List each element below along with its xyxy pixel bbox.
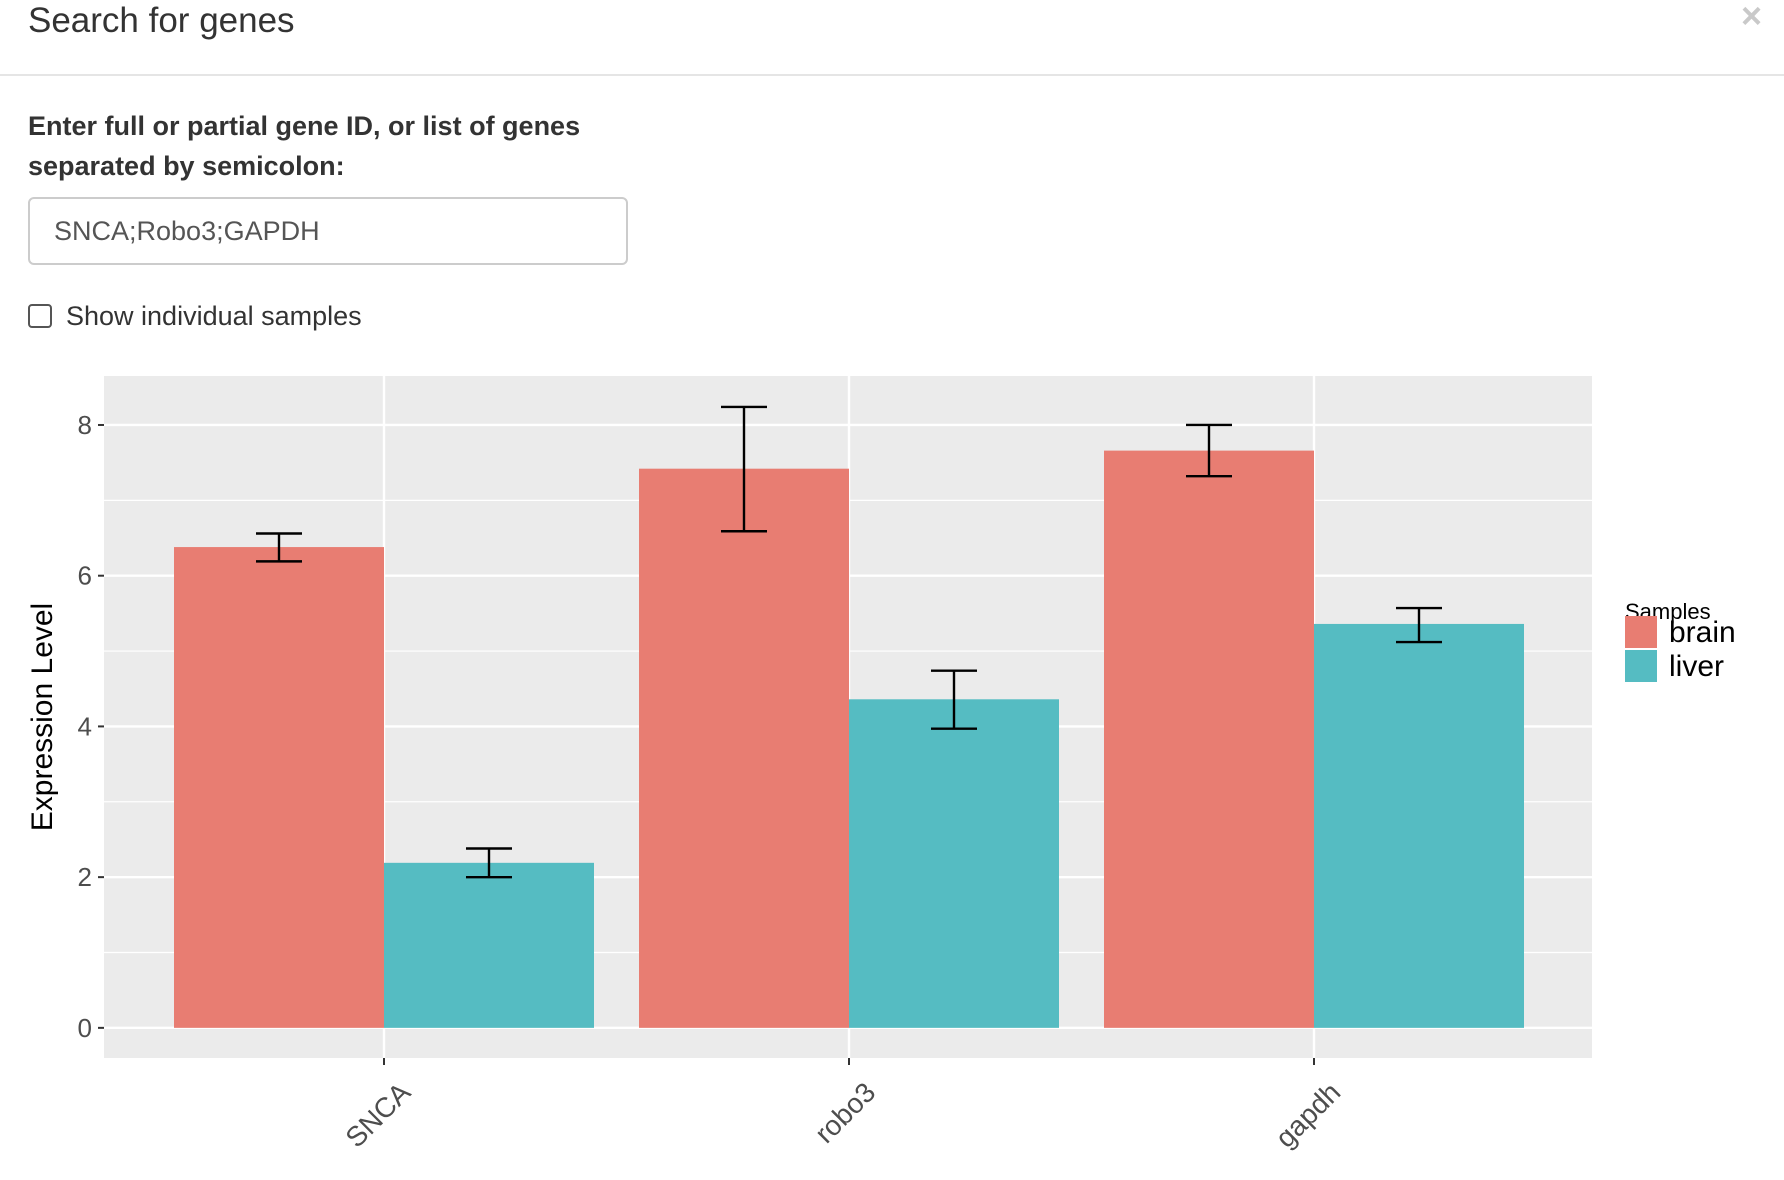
show-samples-row: Show individual samples	[28, 296, 362, 336]
bar-liver-gapdh	[1314, 623, 1524, 1028]
show-individual-samples-checkbox[interactable]	[28, 304, 52, 328]
x-tick-label: SNCA	[339, 1076, 416, 1153]
bar-brain-SNCA	[174, 547, 384, 1028]
bar-liver-robo3	[849, 699, 1059, 1028]
y-tick-label: 0	[78, 1013, 92, 1043]
x-tick-label: robo3	[809, 1076, 882, 1149]
bar-brain-gapdh	[1104, 450, 1314, 1028]
legend-label-liver: liver	[1669, 650, 1724, 683]
show-individual-samples-label: Show individual samples	[66, 300, 362, 331]
y-tick-label: 4	[78, 711, 92, 741]
y-tick-label: 2	[78, 862, 92, 892]
x-tick-label: gapdh	[1269, 1076, 1346, 1153]
close-icon[interactable]: ×	[1740, 0, 1762, 36]
legend-swatch-liver	[1625, 650, 1657, 682]
modal-header: Search for genes ×	[0, 0, 1784, 76]
modal-title: Search for genes	[28, 1, 295, 40]
gene-id-label: Enter full or partial gene ID, or list o…	[28, 111, 581, 181]
y-tick-label: 8	[78, 410, 92, 440]
legend-label-brain: brain	[1669, 616, 1736, 649]
gene-search-input[interactable]	[28, 197, 628, 265]
bar-brain-robo3	[639, 468, 849, 1028]
legend-swatch-brain	[1625, 616, 1657, 648]
bar-liver-SNCA	[384, 862, 594, 1028]
y-tick-label: 6	[78, 561, 92, 591]
y-axis-label: Expression Level	[26, 603, 59, 831]
